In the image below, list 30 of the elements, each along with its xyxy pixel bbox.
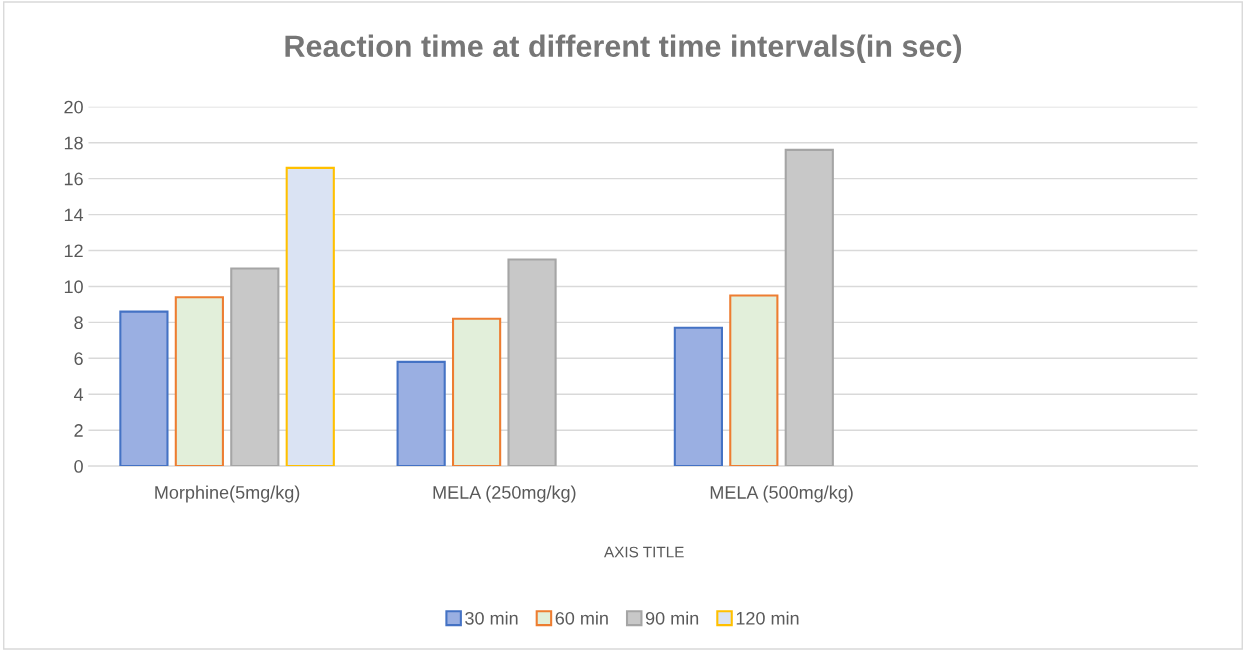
bar (396, 360, 446, 467)
x-tick-label: Morphine(5mg/kg) (155, 485, 300, 503)
y-tick-label: 0 (74, 460, 83, 473)
bar (230, 267, 280, 467)
bar (285, 166, 335, 467)
y-tick-label: 18 (64, 136, 83, 150)
y-tick-label: 12 (64, 244, 83, 258)
y-tick-label: 10 (64, 280, 83, 294)
bar (451, 317, 502, 467)
legend-label: 30 min (465, 611, 518, 625)
y-tick-label: 8 (74, 316, 83, 330)
x-tick-label: MELA (250mg/kg) (433, 485, 576, 503)
y-tick-label: 4 (73, 388, 84, 401)
legend-label: 90 min (645, 611, 699, 625)
bar (174, 296, 224, 467)
x-tick-label: MELA (500mg/kg) (710, 485, 853, 503)
chart-title: Reaction time at different time intervals(in sec) (285, 34, 962, 64)
y-tick-label: 14 (64, 208, 84, 222)
y-tick-label: 16 (64, 172, 83, 186)
bar (119, 310, 169, 467)
bar (673, 326, 723, 467)
bar (729, 294, 779, 467)
bar (507, 258, 557, 467)
legend-label: 120 min (736, 611, 799, 625)
bar (784, 148, 834, 467)
y-tick-label: 6 (74, 352, 83, 366)
x-axis-title: AXIS TITLE (604, 546, 684, 558)
y-tick-label: 20 (64, 100, 83, 114)
legend-label: 60 min (555, 611, 608, 625)
y-tick-label: 2 (74, 424, 83, 437)
